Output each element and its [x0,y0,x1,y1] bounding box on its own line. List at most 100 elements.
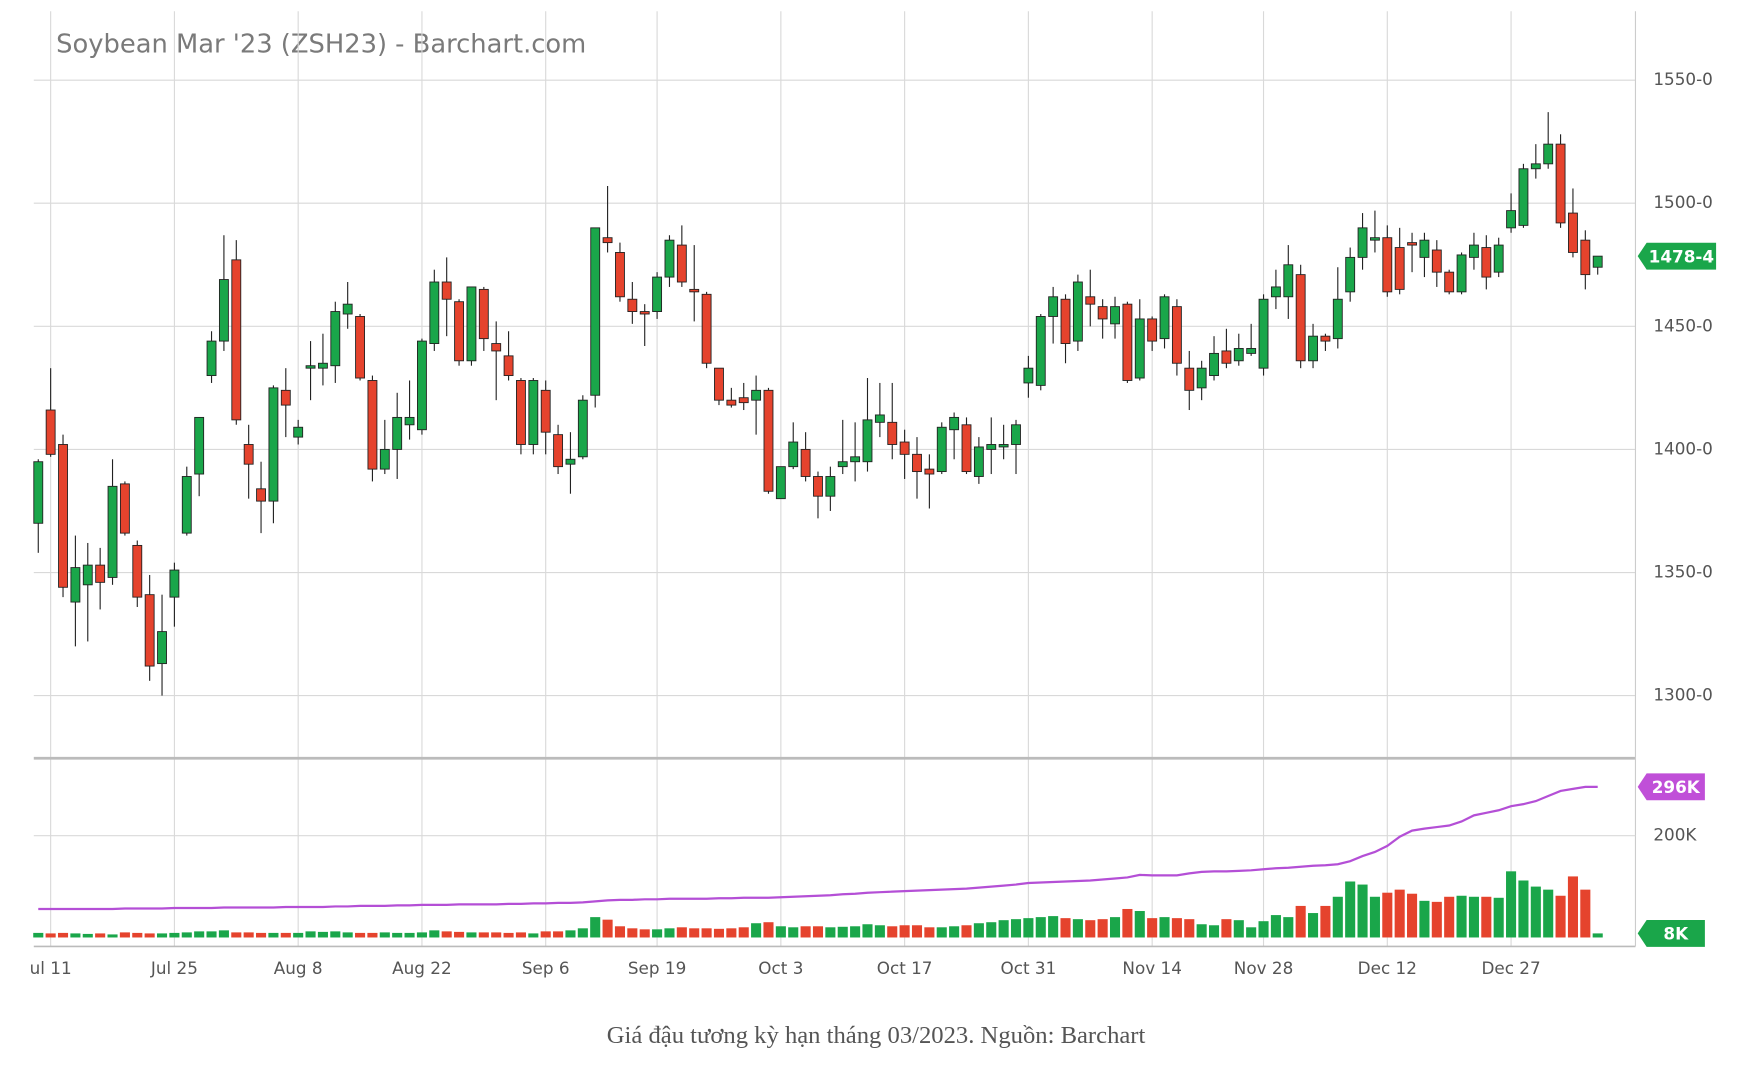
volume-bar [627,928,638,938]
candle-body [1283,264,1294,298]
y-tick-label: 1550-0 [1653,69,1713,89]
candle-body [1048,296,1059,317]
candle-body [949,416,960,431]
candle-body [392,416,403,450]
candle-body [231,259,242,421]
candle-body [998,444,1009,448]
volume-bar [1518,880,1529,938]
volume-bar [1369,896,1380,938]
volume-bar [812,926,824,938]
candle-body [1469,244,1479,258]
last-price-label: 1478-4 [1649,246,1714,266]
candle-body [1233,348,1244,362]
volume-bar [1109,917,1121,938]
candle-body [565,458,576,465]
candle-body [1444,271,1455,293]
volume-bar [33,932,44,938]
volume-bar [1085,920,1096,938]
volume-bar [577,928,588,938]
volume-bar [899,925,910,938]
candle-body [1592,255,1603,268]
candle-body [503,355,514,377]
volume-bar [1308,913,1319,938]
candle-body [1506,210,1516,229]
candle-body [1171,306,1182,364]
volume-bar [1184,919,1195,938]
x-tick-label: ul 11 [30,958,72,978]
volume-bar [652,929,663,938]
volume-bar [317,931,328,938]
volume-bar [1407,893,1418,938]
volume-bar [1246,927,1257,938]
volume-bar [169,932,180,938]
volume-bar [156,933,168,938]
volume-bar [1493,897,1504,938]
candle-body [590,227,601,396]
volume-bar [949,926,960,938]
volume-bar [565,930,576,938]
candle-body [775,466,786,500]
volume-bar [330,931,341,938]
volume-bar [70,933,81,938]
candle-body [1382,237,1393,293]
candle-body [973,446,984,477]
candle-body [763,389,774,492]
volume-bar [256,932,267,938]
candle-body [478,288,489,340]
volume-bar [837,926,848,938]
volume-bar [503,932,514,938]
candle-body [1221,350,1232,364]
candle-body [132,544,143,598]
volume-bar [404,932,415,938]
candle-body [429,281,440,345]
candle-body [874,414,885,423]
volume-bar [936,927,947,938]
volume-bar [751,923,762,938]
volume-bar [1072,919,1083,938]
volume-bar [181,932,192,938]
volume-bar [874,925,885,938]
candle-body [1320,335,1331,342]
candle-body [1357,227,1368,258]
candle-body [144,594,155,667]
value-tag-label: 8K [1663,924,1689,944]
candle-body [1407,242,1417,246]
candle-body [342,303,353,315]
candle-body [516,380,526,445]
x-tick-label: Oct 17 [877,958,933,978]
candle-body [689,288,700,293]
last-price-tag [1637,242,1717,270]
volume-bar [194,931,205,938]
volume-bar [775,926,786,938]
candle-body [1369,237,1380,241]
candle-body [986,444,997,450]
value-tag-label: 296K [1652,777,1701,797]
candle-body [1147,318,1158,342]
candle-body [1060,298,1071,345]
volume-bar [206,931,217,938]
value-tag [1637,919,1705,947]
volume-bar [1060,918,1071,938]
candle-body [528,380,539,445]
candle-body [1332,298,1343,340]
volume-bar [1122,908,1133,938]
candle-body [280,389,291,406]
candle-body [1431,249,1442,273]
volume-bar [1580,889,1591,938]
candle-body [355,316,365,379]
volume-bar [441,931,452,938]
volume-bar [132,932,143,938]
volume-bar [1555,895,1566,938]
x-tick-label: Dec 12 [1358,958,1417,978]
volume-bar [1258,921,1269,938]
candle-body [1023,367,1034,384]
volume-bar [305,931,316,938]
volume-bar [379,932,390,938]
volume-bar [1147,918,1158,938]
candle-body [850,456,861,463]
candle-body [1122,303,1133,381]
volume-bar [45,933,56,938]
volume-bar [1332,896,1343,938]
candle-body [837,461,848,468]
